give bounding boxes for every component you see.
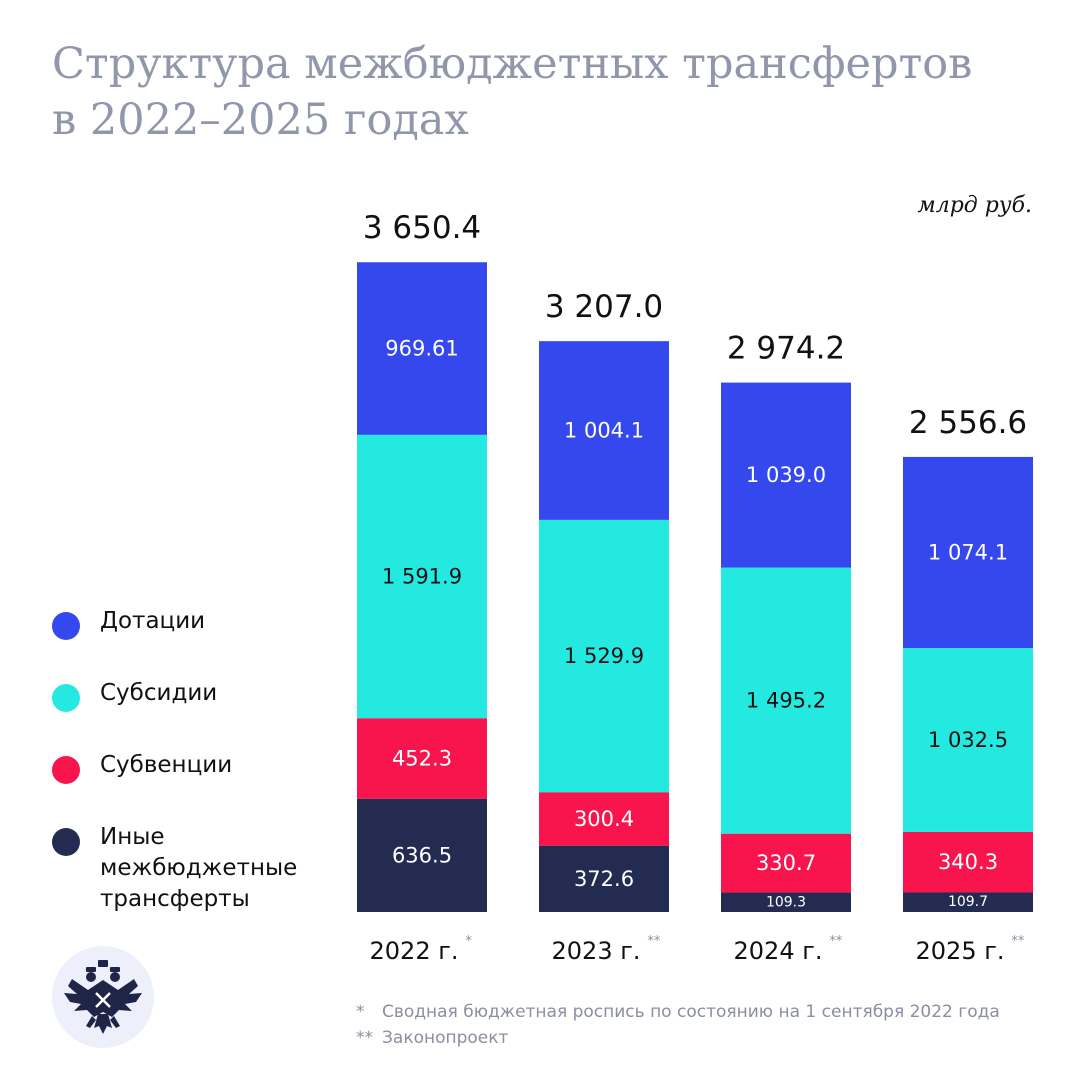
bar-segment-dotatsii-3 xyxy=(721,382,851,568)
data-label-subventsii-4: 340.3 xyxy=(938,850,998,874)
bar-segment-subventsii-1 xyxy=(357,718,487,799)
data-label-subventsii-3: 330.7 xyxy=(756,851,816,875)
data-label-inye-1: 636.5 xyxy=(392,843,452,867)
bar-segment-inye-4 xyxy=(903,892,1033,912)
ministry-emblem xyxy=(52,946,154,1048)
category-footnote-mark-2: ** xyxy=(647,934,661,949)
footnote-1-mark: * xyxy=(356,1002,365,1022)
data-label-subsidii-4: 1 032.5 xyxy=(928,728,1008,752)
bar-segment-subsidii-4 xyxy=(903,648,1033,832)
legend-swatch-dotatsii xyxy=(52,612,80,640)
legend-label-subventsii: Субвенции xyxy=(100,752,233,778)
category-label-3: 2024 г. xyxy=(734,937,823,965)
bar-segment-inye-1 xyxy=(357,798,487,912)
bar-segment-dotatsii-4 xyxy=(903,456,1033,649)
data-label-subsidii-3: 1 495.2 xyxy=(746,689,826,713)
bar-segment-subsidii-1 xyxy=(357,434,487,719)
bar-segment-subsidii-2 xyxy=(539,519,669,793)
bar-segment-dotatsii-1 xyxy=(357,262,487,435)
category-footnote-mark-4: ** xyxy=(1011,934,1025,949)
data-label-inye-3: 109.3 xyxy=(766,894,806,910)
data-label-dotatsii-2: 1 004.1 xyxy=(564,419,644,443)
total-label-3: 2 974.2 xyxy=(727,331,845,367)
data-label-dotatsii-1: 969.61 xyxy=(385,337,458,361)
bar-segment-inye-3 xyxy=(721,892,851,912)
legend-item-subsidii: Субсидии xyxy=(52,678,330,712)
bar-segment-dotatsii-2 xyxy=(539,341,669,520)
data-label-dotatsii-4: 1 074.1 xyxy=(928,541,1008,565)
legend-label-subsidii: Субсидии xyxy=(100,680,218,706)
category-label-1: 2022 г. xyxy=(370,937,459,965)
data-label-subsidii-1: 1 591.9 xyxy=(382,565,462,589)
unit-label: млрд руб. xyxy=(917,193,1032,218)
legend-swatch-subventsii xyxy=(52,756,80,784)
legend-item-inye-transferty: Иные межбюджетные трансферты xyxy=(52,822,330,915)
total-label-4: 2 556.6 xyxy=(909,405,1027,441)
legend-item-subventsii: Субвенции xyxy=(52,750,330,784)
category-label-4: 2025 г. xyxy=(916,937,1005,965)
footnote-2-mark: ** xyxy=(356,1028,373,1048)
chart-title-line-2: в 2022–2025 годах xyxy=(52,95,469,145)
data-label-subsidii-2: 1 529.9 xyxy=(564,644,644,668)
footnote-1-text: Сводная бюджетная роспись по состоянию н… xyxy=(382,1002,1000,1022)
legend-item-dotatsii: Дотации xyxy=(52,606,330,640)
legend-label-dotatsii: Дотации xyxy=(100,608,206,634)
data-label-subventsii-1: 452.3 xyxy=(392,746,452,770)
bar-segment-subventsii-3 xyxy=(721,833,851,893)
total-label-1: 3 650.4 xyxy=(363,210,481,246)
chart-title-line-1: Структура межбюджетных трансфертов xyxy=(52,39,973,89)
data-label-subventsii-2: 300.4 xyxy=(574,807,634,831)
bar-segment-inye-2 xyxy=(539,845,669,912)
legend-swatch-inye-transferty xyxy=(52,828,80,856)
data-label-dotatsii-3: 1 039.0 xyxy=(746,463,826,487)
bar-segment-subventsii-4 xyxy=(903,831,1033,893)
footnote-1: * Сводная бюджетная роспись по состоянию … xyxy=(356,999,1000,1025)
category-footnote-mark-1: * xyxy=(465,934,472,949)
data-label-inye-2: 372.6 xyxy=(574,867,634,891)
legend-swatch-subsidii xyxy=(52,684,80,712)
double-headed-eagle-icon xyxy=(64,960,142,1034)
footnote-2: ** Законопроект xyxy=(356,1025,1000,1051)
category-label-2: 2023 г. xyxy=(552,937,641,965)
stacked-bar-chart: 636.5 452.3 1 591.9 969.61 3 650.4 2022 г. * 37… xyxy=(357,210,1033,965)
footnote-2-text: Законопроект xyxy=(382,1028,509,1048)
category-footnote-mark-3: ** xyxy=(829,934,843,949)
total-label-2: 3 207.0 xyxy=(545,289,663,325)
bar-segment-subventsii-2 xyxy=(539,792,669,846)
footnotes: * Сводная бюджетная роспись по состоянию … xyxy=(356,999,1000,1051)
bar-segment-subsidii-3 xyxy=(721,567,851,834)
data-label-inye-4: 109.7 xyxy=(948,894,988,910)
legend-label-inye-transferty: Иные межбюджетные трансферты xyxy=(100,824,298,912)
chart-title: Структура межбюджетных трансфертов в 202… xyxy=(52,36,972,148)
